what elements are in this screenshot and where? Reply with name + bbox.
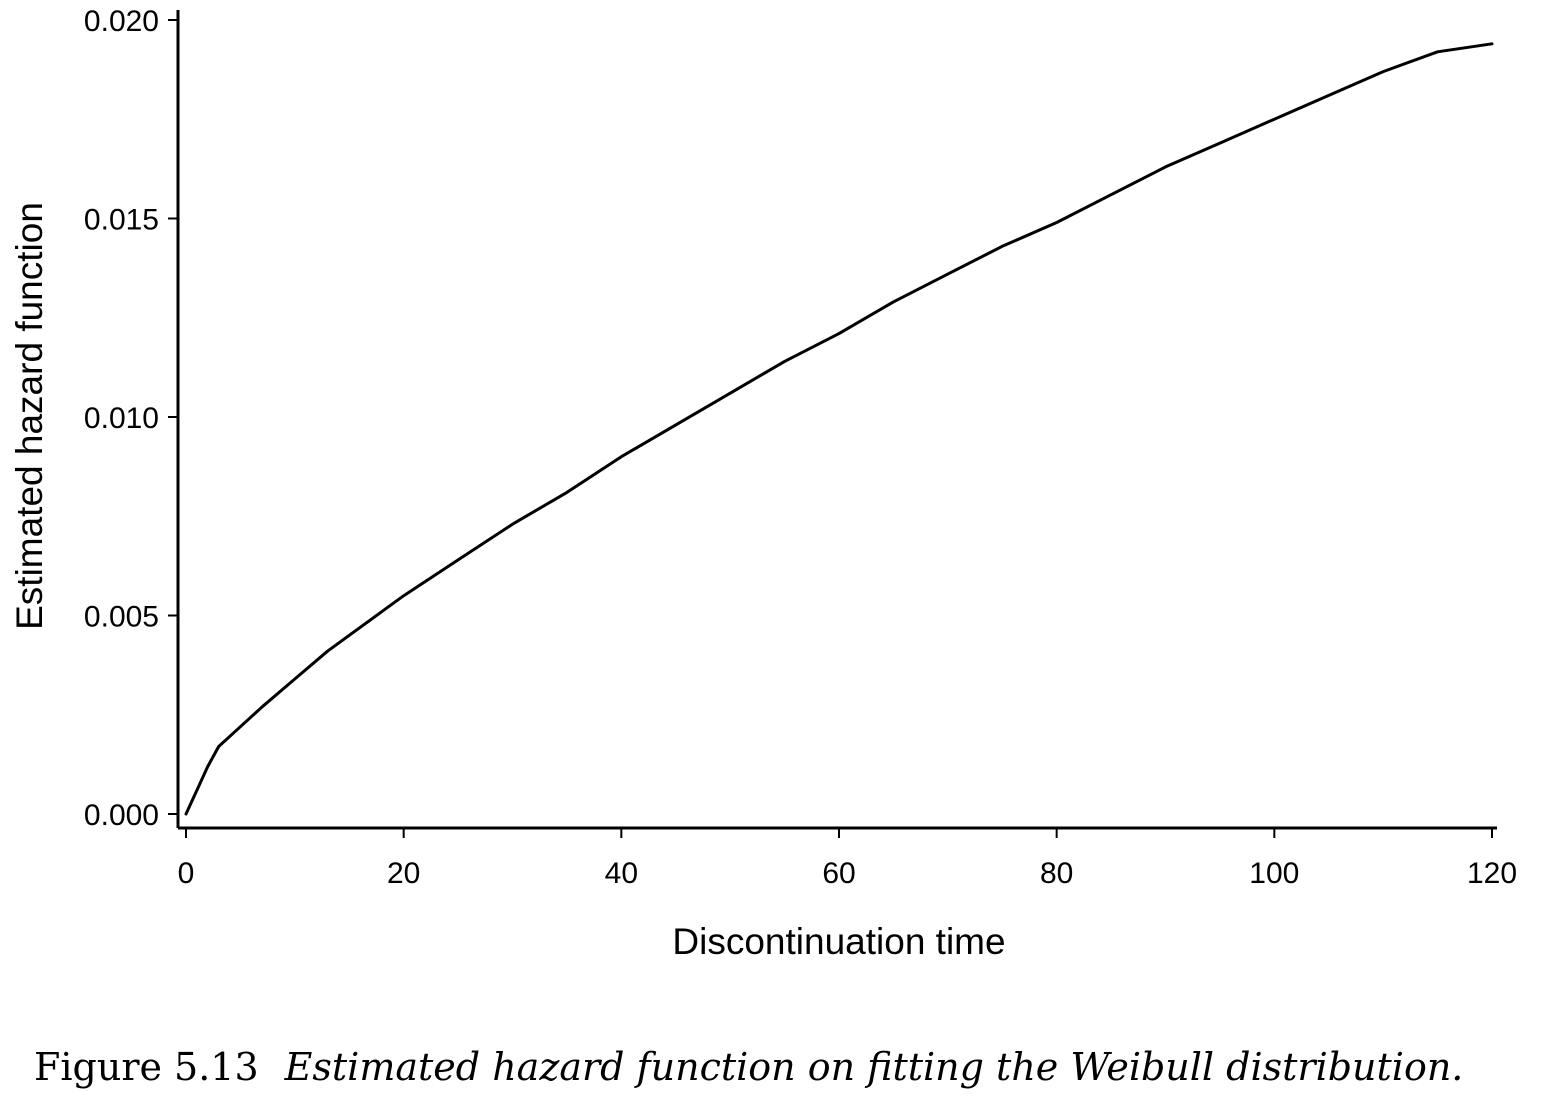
x-tick-label: 60 <box>822 857 855 890</box>
x-tick-label: 100 <box>1249 857 1299 890</box>
x-tick-label: 40 <box>605 857 638 890</box>
y-tick-label: 0.015 <box>84 204 159 237</box>
y-tick-label: 0.020 <box>84 5 159 38</box>
chart-axes <box>176 10 1497 830</box>
x-tick-label: 20 <box>387 857 420 890</box>
hazard-chart: 0 20 40 60 80 100 120 0.000 0.005 0.010 0.015 0.020… <box>9 5 1517 962</box>
y-tick-label: 0.000 <box>84 799 159 832</box>
x-tick-label: 120 <box>1467 857 1517 890</box>
hazard-curve-line <box>184 42 1494 816</box>
figure-caption-label: Figure 5.13 <box>34 1045 259 1089</box>
figure-caption: Figure 5.13 Estimated hazard function on … <box>34 1042 1545 1092</box>
chart-ticks: 0 20 40 60 80 100 120 0.000 0.005 0.010 0.015 0.020 <box>84 5 1517 890</box>
x-axis-title: Discontinuation time <box>672 921 1005 962</box>
y-axis-title: Estimated hazard function <box>9 202 50 630</box>
chart-series <box>184 42 1494 816</box>
x-tick-label: 80 <box>1040 857 1073 890</box>
figure-caption-text: Estimated hazard function on fitting the… <box>284 1045 1464 1089</box>
y-tick-label: 0.010 <box>84 402 159 435</box>
x-tick-label: 0 <box>178 857 195 890</box>
y-tick-label: 0.005 <box>84 601 159 634</box>
